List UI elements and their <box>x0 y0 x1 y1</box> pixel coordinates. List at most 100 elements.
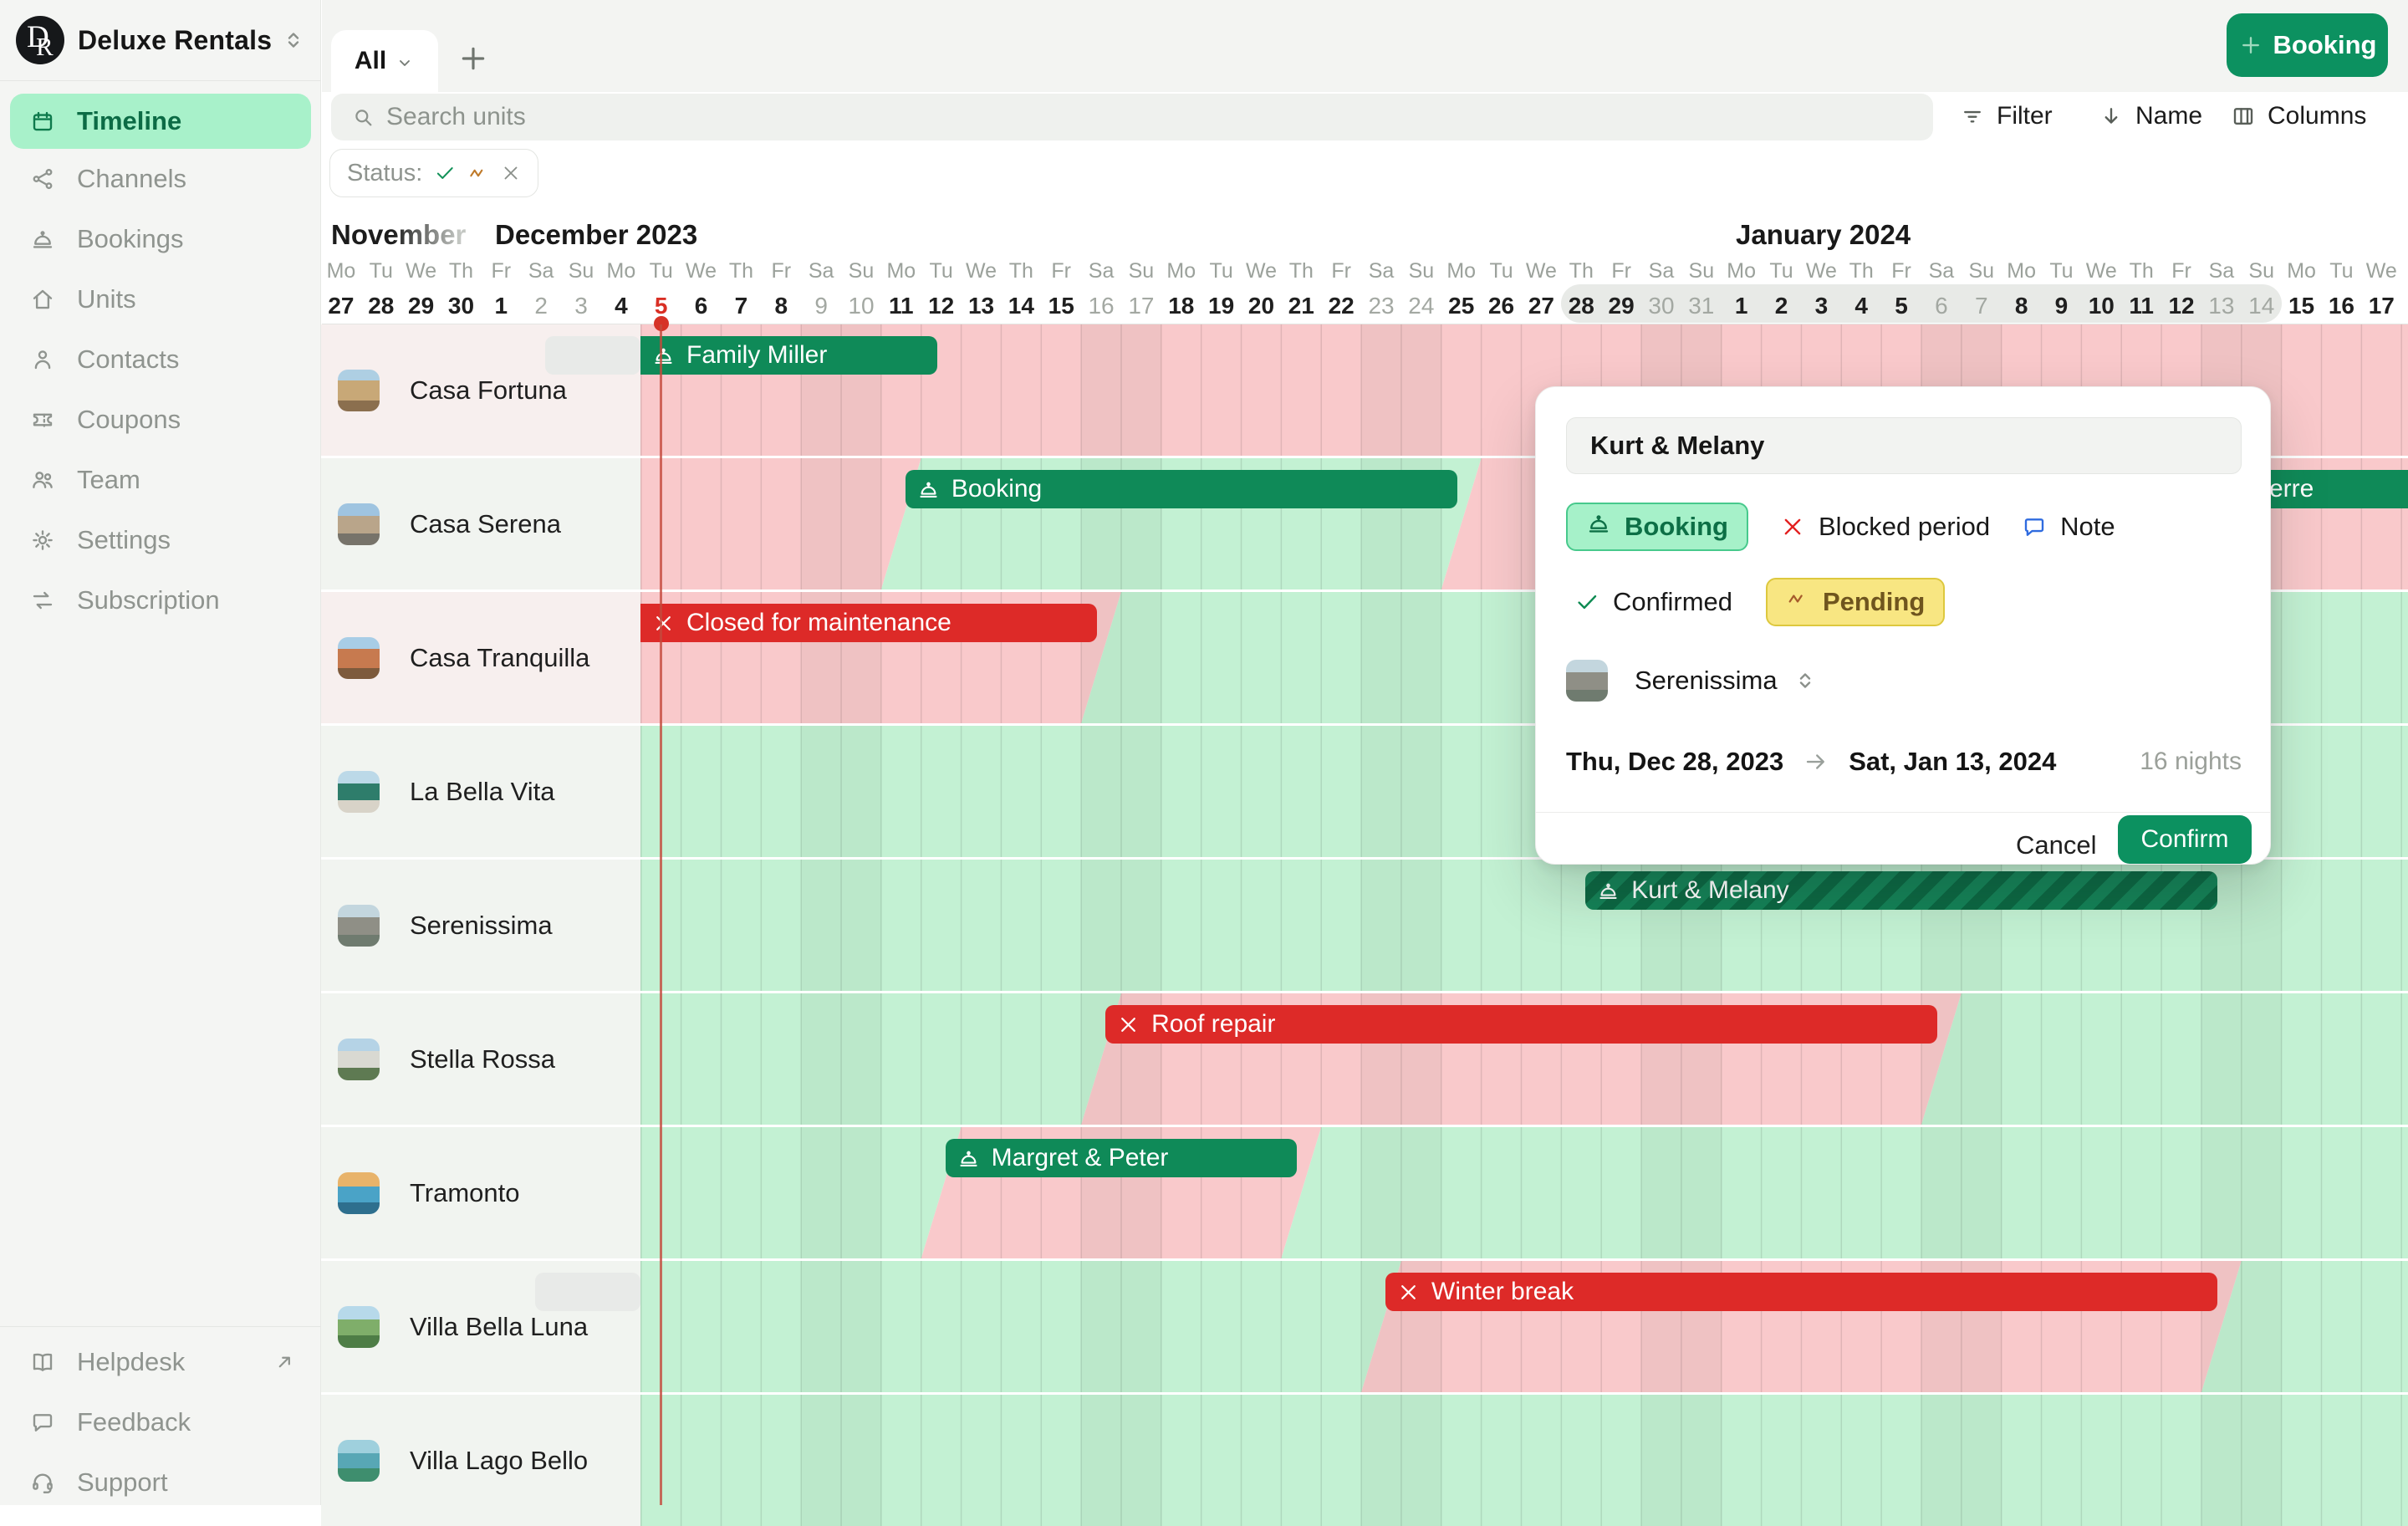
cancel-button[interactable]: Cancel <box>2016 830 2097 860</box>
unit-row[interactable]: La Bella Vita <box>321 726 640 857</box>
day-number[interactable]: 16 <box>2328 293 2354 319</box>
booking-bar[interactable]: Booking <box>905 470 1457 508</box>
blocked-bar[interactable]: Closed for maintenance <box>640 604 1098 642</box>
day-number[interactable]: 15 <box>2288 293 2315 319</box>
sidebar-item-coupons[interactable]: Coupons <box>0 390 321 450</box>
day-number[interactable]: 9 <box>2054 293 2069 319</box>
status-filter-chip[interactable]: Status: <box>329 149 539 197</box>
day-number[interactable]: 18 <box>1168 293 1195 319</box>
sidebar-footer-helpdesk[interactable]: Helpdesk <box>0 1332 321 1392</box>
add-tab-button[interactable] <box>457 42 490 75</box>
sidebar-item-subscription[interactable]: Subscription <box>0 570 321 630</box>
day-number[interactable]: 11 <box>889 293 914 319</box>
sidebar-footer-feedback[interactable]: Feedback <box>0 1392 321 1452</box>
day-number[interactable]: 17 <box>1128 293 1155 319</box>
day-number[interactable]: 6 <box>1935 293 1948 319</box>
sidebar-item-contacts[interactable]: Contacts <box>0 329 321 390</box>
day-number[interactable]: 13 <box>2208 293 2235 319</box>
sidebar-item-team[interactable]: Team <box>0 450 321 510</box>
day-number[interactable]: 27 <box>328 293 355 319</box>
day-number[interactable]: 24 <box>1408 293 1435 319</box>
sidebar-item-settings[interactable]: Settings <box>0 510 321 570</box>
day-number[interactable]: 3 <box>574 293 588 319</box>
day-number[interactable]: 9 <box>814 293 828 319</box>
sidebar-item-timeline[interactable]: Timeline <box>10 94 311 149</box>
day-number[interactable]: 25 <box>1448 293 1475 319</box>
new-booking-button[interactable]: Booking <box>2227 13 2388 77</box>
type-note-option[interactable]: Note <box>2022 512 2115 542</box>
tab-all[interactable]: All <box>331 30 438 92</box>
day-number[interactable]: 12 <box>2168 293 2195 319</box>
day-number[interactable]: 16 <box>1088 293 1115 319</box>
booking-bar[interactable]: erre <box>2258 470 2408 508</box>
day-number[interactable]: 22 <box>1328 293 1354 319</box>
day-number[interactable]: 4 <box>1854 293 1868 319</box>
day-number[interactable]: 30 <box>447 293 475 319</box>
day-number[interactable]: 3 <box>1814 293 1829 319</box>
unit-row[interactable]: Stella Rossa <box>321 993 640 1125</box>
day-number[interactable]: 12 <box>928 293 955 319</box>
unit-row[interactable]: Casa Tranquilla <box>321 592 640 723</box>
day-number[interactable]: 7 <box>1974 293 1988 319</box>
unit-row[interactable]: Villa Lago Bello <box>321 1395 640 1526</box>
unit-row[interactable]: Casa Serena <box>321 458 640 589</box>
day-number[interactable]: 29 <box>1608 293 1635 319</box>
status-confirmed-option[interactable]: Confirmed <box>1574 587 1732 617</box>
day-number[interactable]: 8 <box>2014 293 2028 319</box>
day-number[interactable]: 30 <box>1648 293 1675 319</box>
day-number[interactable]: 10 <box>2088 293 2115 319</box>
day-number[interactable]: 5 <box>654 293 668 319</box>
day-number[interactable]: 26 <box>1487 293 1515 319</box>
day-number[interactable]: 4 <box>615 293 628 319</box>
day-number[interactable]: 29 <box>408 293 435 319</box>
day-number[interactable]: 5 <box>1895 293 1908 319</box>
day-number[interactable]: 2 <box>1774 293 1788 319</box>
unit-row[interactable]: Serenissima <box>321 860 640 991</box>
day-number[interactable]: 7 <box>734 293 748 319</box>
blocked-bar[interactable]: Winter break <box>1385 1273 2217 1311</box>
unit-row[interactable]: Tramonto <box>321 1127 640 1258</box>
day-number[interactable]: 1 <box>494 293 508 319</box>
day-number[interactable]: 20 <box>1247 293 1275 319</box>
workspace-updown-icon[interactable] <box>281 28 306 53</box>
blocked-bar[interactable]: Roof repair <box>1105 1005 1937 1044</box>
sort-by-name-button[interactable]: Name <box>2099 90 2202 142</box>
day-number[interactable]: 14 <box>2248 293 2275 319</box>
sidebar-footer-support[interactable]: Support <box>0 1452 321 1513</box>
unit-selector[interactable]: Serenissima <box>1566 660 1818 702</box>
day-number[interactable]: 31 <box>1688 293 1715 319</box>
close-icon[interactable] <box>501 163 521 183</box>
day-number[interactable]: 6 <box>694 293 708 319</box>
day-number[interactable]: 21 <box>1288 293 1314 319</box>
sidebar-item-units[interactable]: Units <box>0 269 321 329</box>
booking-bar[interactable]: Family Miller <box>640 336 937 375</box>
columns-button[interactable]: Columns <box>2231 90 2366 142</box>
day-number[interactable]: 23 <box>1368 293 1395 319</box>
day-number[interactable]: 17 <box>2368 293 2395 319</box>
day-number[interactable]: 11 <box>2129 293 2154 319</box>
booking-bar[interactable]: Kurt & Melany <box>1585 871 2217 910</box>
type-blocked-option[interactable]: Blocked period <box>1780 512 1990 542</box>
day-number[interactable]: 13 <box>967 293 995 319</box>
date-range[interactable]: Thu, Dec 28, 2023 Sat, Jan 13, 2024 16 n… <box>1566 747 2242 777</box>
day-number[interactable]: 8 <box>774 293 788 319</box>
sidebar-item-bookings[interactable]: Bookings <box>0 209 321 269</box>
type-booking-chip[interactable]: Booking <box>1566 503 1748 551</box>
booking-bar[interactable]: Margret & Peter <box>945 1139 1298 1177</box>
day-number[interactable]: 14 <box>1008 293 1034 319</box>
day-number[interactable]: 28 <box>1568 293 1594 319</box>
day-number[interactable]: 1 <box>1734 293 1748 319</box>
day-number[interactable]: 2 <box>534 293 548 319</box>
day-number[interactable]: 27 <box>1528 293 1554 319</box>
status-pending-chip[interactable]: Pending <box>1766 578 1946 626</box>
filter-button[interactable]: Filter <box>1960 90 2053 142</box>
day-number[interactable]: 15 <box>1048 293 1074 319</box>
day-number[interactable]: 10 <box>848 293 875 319</box>
sidebar-item-channels[interactable]: Channels <box>0 149 321 209</box>
confirm-button[interactable]: Confirm <box>2118 815 2252 864</box>
day-number[interactable]: 19 <box>1208 293 1235 319</box>
search-input[interactable]: Search units <box>331 94 1933 140</box>
day-number[interactable]: 28 <box>368 293 395 319</box>
guest-name-input[interactable]: Kurt & Melany <box>1566 417 2242 474</box>
